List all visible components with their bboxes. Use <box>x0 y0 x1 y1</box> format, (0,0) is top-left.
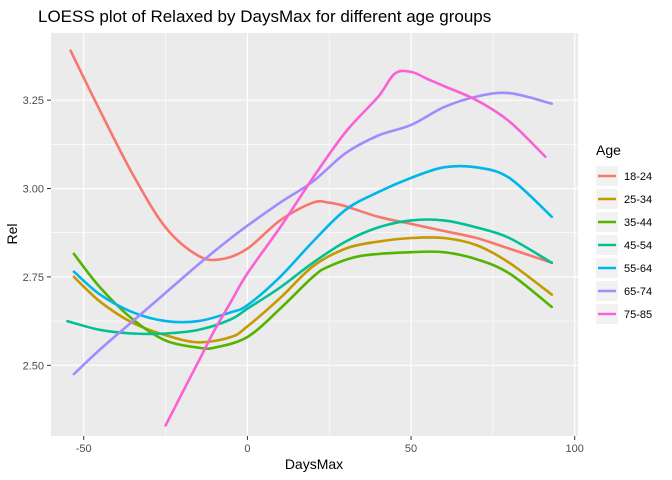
y-tick-label: 2.50 <box>23 360 44 372</box>
legend-label-45-54: 45-54 <box>624 240 652 252</box>
series-line-18-24 <box>69 49 554 265</box>
legend-label-65-74: 65-74 <box>624 286 652 298</box>
y-tick-label: 3.25 <box>23 95 44 107</box>
x-tick-label: 50 <box>405 443 417 455</box>
major-gridlines <box>51 33 578 436</box>
y-axis-title: Rel <box>4 223 20 244</box>
x-tick-label: 0 <box>244 443 250 455</box>
y-tick-label: 2.75 <box>23 272 44 284</box>
legend-items: 18-24 25-34 35-44 45-54 55-64 65-74 75-85 <box>596 166 652 324</box>
chart-title: LOESS plot of Relaxed by DaysMax for dif… <box>38 7 491 26</box>
series-line-75-85 <box>164 69 547 427</box>
series-line-45-54 <box>66 218 554 336</box>
legend: Age 18-24 25-34 35-44 45-54 55-64 65-74 75-85 <box>596 142 652 324</box>
legend-label-55-64: 55-64 <box>624 263 652 275</box>
x-axis-title: DaysMax <box>285 456 343 472</box>
x-tick-label: 100 <box>566 443 584 455</box>
x-axis-ticks: -50 0 50 100 <box>76 436 584 455</box>
series-lines <box>66 49 554 427</box>
series-line-55-64 <box>72 164 554 324</box>
legend-title: Age <box>596 142 621 158</box>
y-axis-ticks: 2.50 2.75 3.00 3.25 <box>23 95 51 372</box>
legend-label-75-85: 75-85 <box>624 309 652 321</box>
legend-label-18-24: 18-24 <box>624 171 652 183</box>
x-tick-label: -50 <box>76 443 92 455</box>
y-tick-label: 3.00 <box>23 184 44 196</box>
series-line-35-44 <box>72 250 554 351</box>
series-line-65-74 <box>72 91 554 376</box>
legend-label-35-44: 35-44 <box>624 217 652 229</box>
legend-label-25-34: 25-34 <box>624 194 652 206</box>
